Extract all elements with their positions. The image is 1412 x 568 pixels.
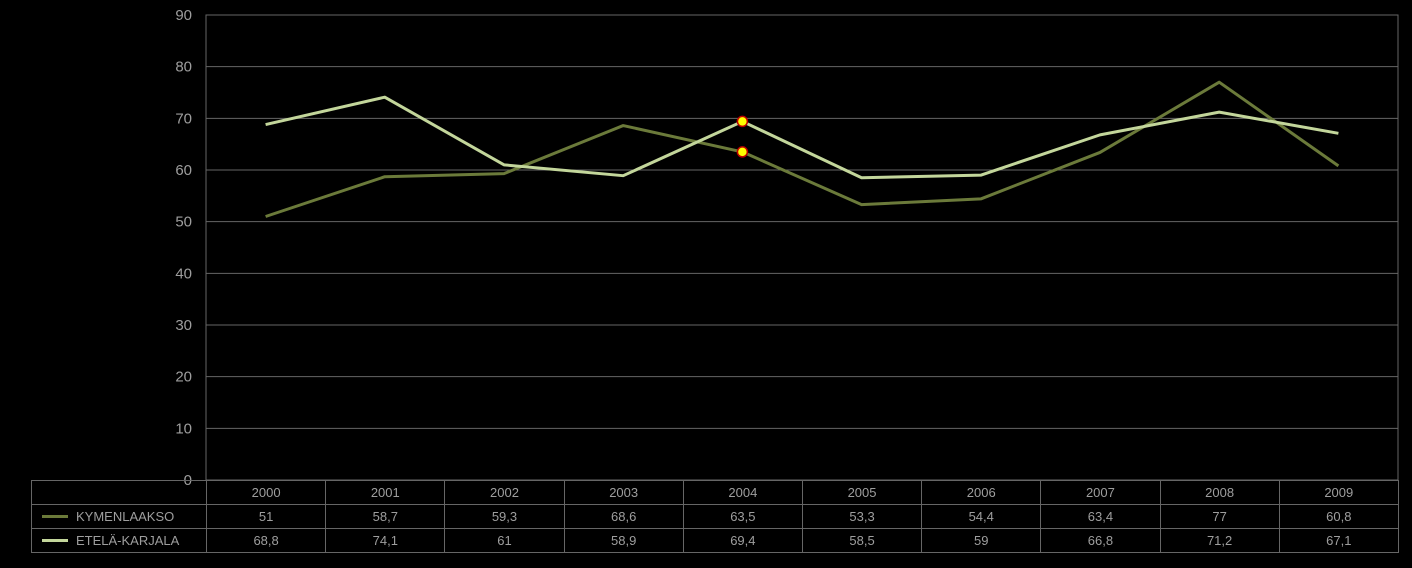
y-tick-label: 60 (175, 162, 192, 179)
legend-swatch (42, 539, 68, 542)
table-row-cell: 59 (922, 529, 1041, 553)
y-tick-label: 80 (175, 59, 192, 76)
table-row-cell: 67,1 (1279, 529, 1398, 553)
table-row-cell: 59,3 (445, 505, 564, 529)
table-row-cell: 63,4 (1041, 505, 1160, 529)
legend-item: ETELÄ-KARJALA (32, 529, 206, 552)
table-header-row-cell: 2001 (326, 481, 445, 505)
table-header-row-cell: 2004 (683, 481, 802, 505)
legend-label: KYMENLAAKSO (76, 509, 174, 524)
table-row-cell: 51 (207, 505, 326, 529)
table-row-cell: 60,8 (1279, 505, 1398, 529)
table-header-row-cell: 2003 (564, 481, 683, 505)
table-header-row: 2000200120022003200420052006200720082009 (32, 481, 1399, 505)
table-row: ETELÄ-KARJALA 68,874,16158,969,458,55966,… (32, 529, 1399, 553)
table-header-row-cell: 2007 (1041, 481, 1160, 505)
table-row-cell: 68,6 (564, 505, 683, 529)
table-header-row-cell: 2005 (802, 481, 921, 505)
table-header-row-cell: 2000 (207, 481, 326, 505)
table-row-cell: 68,8 (207, 529, 326, 553)
table-row-cell: 58,9 (564, 529, 683, 553)
y-tick-label: 90 (175, 7, 192, 24)
y-tick-label: 10 (175, 420, 192, 437)
table-row-cell: 58,7 (326, 505, 445, 529)
table-header-row-cell: 2006 (922, 481, 1041, 505)
y-tick-label: 70 (175, 110, 192, 127)
table-row-cell: 63,5 (683, 505, 802, 529)
table-row-header: ETELÄ-KARJALA (32, 529, 207, 553)
table-header-row-header (32, 481, 207, 505)
highlight-marker (737, 147, 747, 157)
legend-label: ETELÄ-KARJALA (76, 533, 179, 548)
y-tick-label: 20 (175, 369, 192, 386)
table-header-row-cell: 2009 (1279, 481, 1398, 505)
table-row-cell: 69,4 (683, 529, 802, 553)
table-header-row-cell: 2008 (1160, 481, 1279, 505)
table-row-cell: 77 (1160, 505, 1279, 529)
legend-item: KYMENLAAKSO (32, 505, 206, 528)
table-row-cell: 61 (445, 529, 564, 553)
y-tick-label: 40 (175, 265, 192, 282)
table-header-row-cell: 2002 (445, 481, 564, 505)
data-table: 2000200120022003200420052006200720082009… (31, 480, 1399, 553)
table-row-cell: 74,1 (326, 529, 445, 553)
highlight-marker (737, 116, 747, 126)
table-row-cell: 71,2 (1160, 529, 1279, 553)
y-tick-label: 50 (175, 214, 192, 231)
table-row-header: KYMENLAAKSO (32, 505, 207, 529)
table-row-cell: 58,5 (802, 529, 921, 553)
table-row-cell: 53,3 (802, 505, 921, 529)
y-tick-label: 30 (175, 317, 192, 334)
table-row-cell: 66,8 (1041, 529, 1160, 553)
legend-swatch (42, 515, 68, 518)
table-row-cell: 54,4 (922, 505, 1041, 529)
table-row: KYMENLAAKSO 5158,759,368,663,553,354,463,… (32, 505, 1399, 529)
